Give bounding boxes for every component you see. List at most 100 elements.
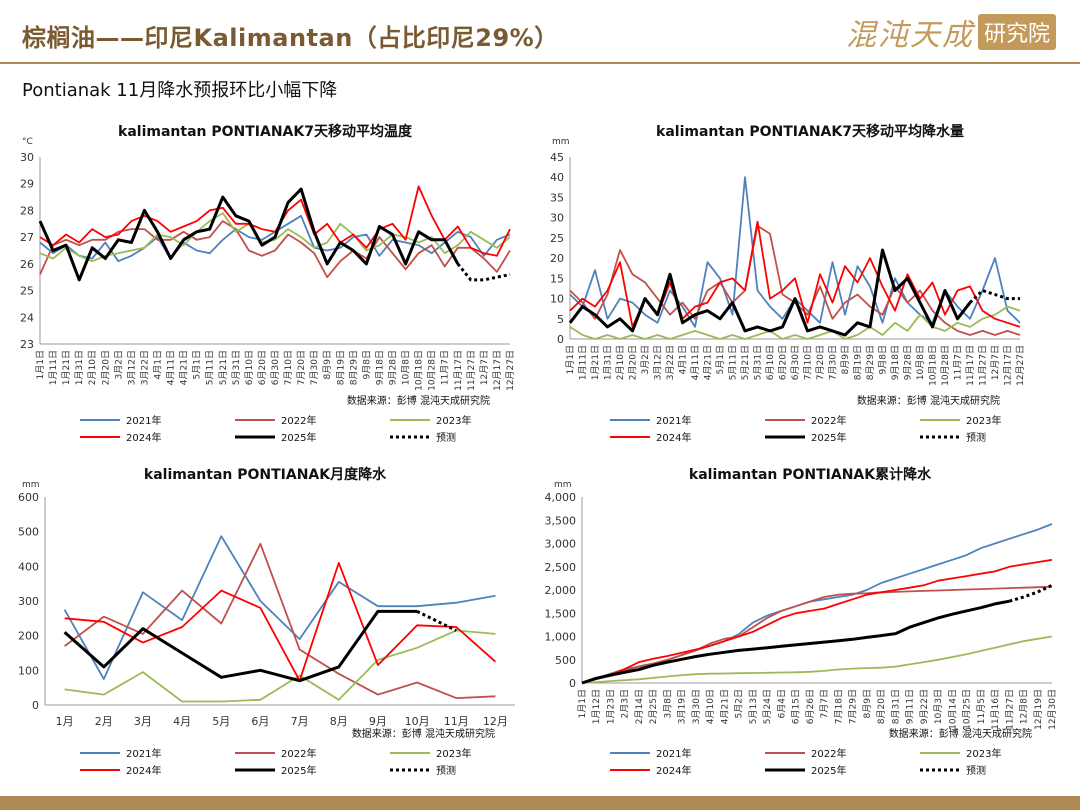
x-tick-label: 8月31日: [890, 689, 901, 724]
x-tick-label: 4月11日: [166, 350, 177, 385]
y-tick-label: 29: [20, 178, 34, 191]
series-line-预测: [456, 262, 511, 282]
series-line-2024年: [581, 558, 1053, 684]
y-tick-label: 27: [20, 231, 34, 244]
y-tick-label: 0: [569, 677, 576, 690]
y-tick-label: 4,000: [545, 491, 577, 504]
x-tick-label: 11月27日: [466, 350, 477, 391]
series-line-2022年: [581, 585, 1053, 684]
x-tick-label: 7月30日: [828, 345, 839, 380]
x-tick-label: 4月11日: [690, 345, 701, 380]
x-tick-label: 6月26日: [805, 689, 816, 724]
x-tick-label: 6月20日: [257, 350, 268, 385]
page-subtitle: Pontianak 11月降水预报环比小幅下降: [22, 80, 338, 101]
series-line-2023年: [39, 212, 511, 263]
x-tick-label: 3月2日: [640, 345, 651, 374]
x-tick-label: 11月7日: [440, 350, 451, 385]
x-tick-label: 1月21日: [61, 350, 72, 385]
x-tick-label: 6月4日: [776, 689, 787, 718]
legend-label: 2021年: [656, 747, 691, 760]
y-tick-label: 15: [550, 272, 564, 285]
x-tick-label: 2月10日: [615, 345, 626, 380]
x-tick-label: 12月: [483, 715, 508, 728]
x-tick-label: 8月9日: [862, 689, 873, 718]
x-tick-label: 3月8日: [662, 689, 673, 718]
x-tick-label: 2月3日: [620, 689, 631, 718]
x-tick-label: 7月10日: [283, 350, 294, 385]
x-tick-label: 9月28日: [388, 350, 399, 385]
series-line-预测: [968, 289, 1020, 304]
chart-title: kalimantan PONTIANAK7天移动平均降水量: [656, 123, 964, 140]
x-tick-label: 12月7日: [479, 350, 490, 385]
x-tick-label: 3月19日: [677, 689, 688, 724]
x-tick-label: 7月10日: [803, 345, 814, 380]
x-tick-label: 11月17日: [453, 350, 464, 391]
legend-label: 2023年: [436, 747, 471, 760]
x-tick-label: 8月20日: [876, 689, 887, 724]
x-tick-label: 11月16日: [990, 689, 1001, 730]
series-line-预测: [1008, 583, 1053, 603]
x-tick-label: 6月30日: [270, 350, 281, 385]
x-tick-label: 10月8日: [915, 345, 926, 380]
x-tick-label: 4月: [173, 715, 191, 728]
x-tick-label: 7月29日: [848, 689, 859, 724]
series-line-2022年: [64, 542, 496, 699]
y-tick-label: 1,000: [545, 631, 577, 644]
y-tick-label: 200: [18, 630, 39, 643]
x-tick-label: 7月30日: [309, 350, 320, 385]
legend-label: 预测: [966, 764, 986, 777]
x-tick-label: 4月21日: [179, 350, 190, 385]
legend-label: 预测: [436, 764, 456, 777]
x-tick-label: 8月9日: [322, 350, 333, 379]
legend-label: 2025年: [811, 764, 846, 777]
series-line-2024年: [64, 562, 496, 682]
x-tick-label: 1月1日: [577, 689, 588, 718]
x-tick-label: 4月1日: [153, 350, 164, 379]
legend-label: 2025年: [811, 431, 846, 444]
x-tick-label: 7月18日: [833, 689, 844, 724]
temperature-chart: kalimantan PONTIANAK7天移动平均温度 °C 23 24 25 26 27…: [20, 123, 516, 444]
x-tick-label: 10月25日: [962, 689, 973, 730]
y-tick-label: 500: [555, 654, 576, 667]
y-tick-label: 2,000: [545, 584, 577, 597]
series-line-2023年: [64, 629, 496, 703]
y-tick-label: 25: [20, 285, 34, 298]
y-axis-unit: mm: [554, 480, 572, 490]
x-tick-label: 8月29日: [865, 345, 876, 380]
x-tick-label: 1月21日: [590, 345, 601, 380]
x-tick-label: 5月: [212, 715, 230, 728]
x-tick-label: 1月: [56, 715, 74, 728]
y-tick-label: 35: [550, 191, 564, 204]
x-tick-label: 10月28日: [427, 350, 438, 391]
x-tick-label: 9月22日: [919, 689, 930, 724]
legend-label: 2022年: [281, 414, 316, 427]
x-tick-label: 8月19日: [335, 350, 346, 385]
chart-title: kalimantan PONTIANAK7天移动平均温度: [118, 123, 413, 140]
x-tick-label: 1月1日: [35, 350, 46, 379]
x-tick-label: 11月27日: [1004, 689, 1015, 730]
x-tick-label: 9月18日: [374, 350, 385, 385]
header-divider: [0, 62, 1080, 64]
x-tick-label: 10月: [405, 715, 430, 728]
x-tick-label: 5月21日: [218, 350, 229, 385]
x-tick-label: 2月14日: [634, 689, 645, 724]
x-tick-label: 5月31日: [753, 345, 764, 380]
series-line-预测: [416, 610, 457, 632]
x-tick-label: 6月10日: [765, 345, 776, 380]
y-tick-label: 30: [20, 151, 34, 164]
x-tick-label: 8月19日: [853, 345, 864, 380]
y-tick-label: 40: [550, 171, 564, 184]
legend-label: 预测: [436, 431, 456, 444]
y-tick-label: 30: [550, 212, 564, 225]
y-tick-label: 5: [557, 313, 564, 326]
x-tick-label: 10月14日: [947, 689, 958, 730]
x-tick-label: 12月17日: [492, 350, 503, 391]
x-tick-label: 12月30日: [1047, 689, 1058, 730]
x-tick-label: 12月17日: [1003, 345, 1014, 386]
x-tick-label: 5月21日: [740, 345, 751, 380]
x-tick-label: 6月10日: [244, 350, 255, 385]
source-note: 数据来源：彭博 混沌天成研究院: [857, 394, 1000, 407]
x-tick-label: 3月30日: [691, 689, 702, 724]
x-tick-label: 4月21日: [703, 345, 714, 380]
y-tick-label: 3,500: [545, 514, 577, 527]
